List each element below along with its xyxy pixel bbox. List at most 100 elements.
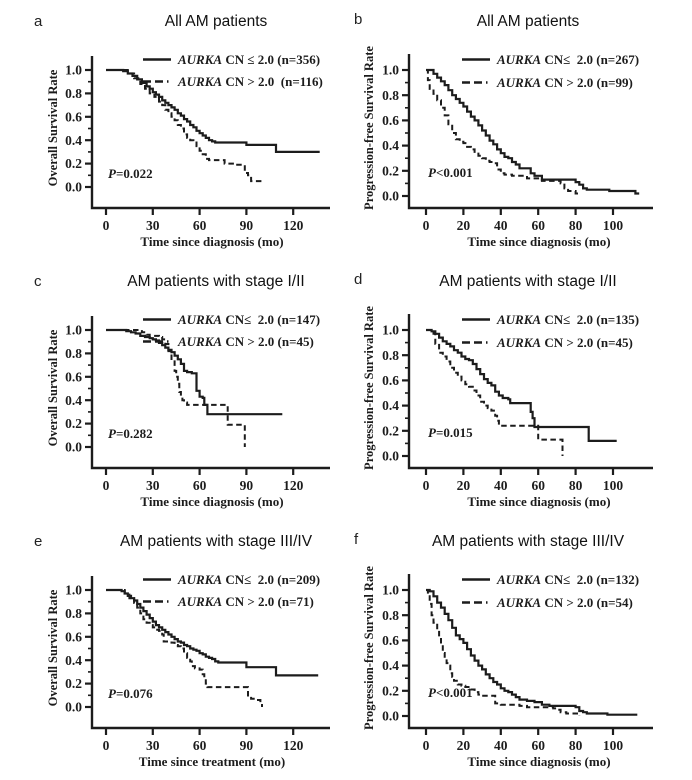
legend-entry-text: CN > 2.0 (n=99)	[541, 75, 633, 90]
legend-gene-name: AURKA	[496, 335, 541, 350]
km-curve-cn-high	[106, 589, 263, 707]
x-axis-label: Time since diagnosis (mo)	[140, 234, 283, 249]
x-tick-label: 90	[240, 738, 254, 753]
legend-gene-name: AURKA	[496, 572, 541, 587]
legend-entry: AURKA CN≤ 2.0 (n=135)	[496, 312, 639, 327]
x-tick-label: 0	[103, 218, 110, 233]
y-axis-label: Progression-free Survival Rate	[362, 46, 376, 210]
y-axis-label: Overall Survival Rate	[46, 589, 60, 706]
legend-gene-name: AURKA	[177, 52, 222, 67]
km-curve-cn-high	[426, 589, 581, 716]
x-tick-label: 60	[531, 218, 545, 233]
p-value-annotation: P<0.001	[428, 685, 473, 700]
x-tick-label: 80	[569, 478, 583, 493]
legend-gene-name: AURKA	[177, 74, 222, 89]
legend-gene-name: AURKA	[177, 594, 222, 609]
panel-letter: f	[354, 531, 359, 548]
y-axis-label: Overall Survival Rate	[46, 69, 60, 186]
p-symbol: P	[428, 685, 437, 700]
y-ticks: 1.0 0.8 0.6 0.4 0.2 0.0	[382, 323, 409, 464]
y-tick-label: 0.6	[65, 109, 82, 124]
legend-entry: AURKA CN > 2.0 (n=71)	[177, 594, 314, 609]
x-tick-label: 80	[569, 738, 583, 753]
y-ticks: 1.0 0.8 0.6 0.4 0.2 0.0	[382, 63, 409, 204]
x-tick-label: 60	[531, 738, 545, 753]
km-panel: d AM patients with stage I/II 0 20 40 60 80 100…	[354, 271, 653, 509]
legend-entry: AURKA CN≤ 2.0 (n=147)	[177, 312, 320, 327]
legend-entry-text: CN≤ 2.0 (n=267)	[541, 52, 639, 67]
km-curve-cn-high	[426, 329, 564, 456]
legend: AURKA CN ≤ 2.0 (n=356) AURKA CN > 2.0 (n=…	[143, 52, 323, 89]
x-tick-label: 0	[103, 738, 110, 753]
legend: AURKA CN≤ 2.0 (n=135)AURKA CN > 2.0 (n=4…	[462, 312, 639, 350]
y-axis-label: Overall Survival Rate	[46, 329, 60, 446]
legend-entry: AURKA CN > 2.0 (n=45)	[177, 334, 314, 349]
panel-title: AM patients with stage III/IV	[432, 533, 625, 550]
legend-gene-name: AURKA	[177, 334, 222, 349]
x-ticks: 0 30 60 90 120	[103, 728, 304, 753]
y-tick-label: 0.2	[382, 423, 399, 438]
panel-letter: d	[354, 271, 362, 288]
legend-entry: AURKA CN≤ 2.0 (n=132)	[496, 572, 639, 587]
p-value-text: <0.001	[436, 165, 473, 180]
x-tick-label: 40	[494, 478, 508, 493]
y-axis-label: Progression-free Survival Rate	[362, 306, 376, 470]
p-value-text: =0.022	[116, 166, 153, 181]
legend: AURKA CN≤ 2.0 (n=267) AURKA CN > 2.0 (n=9…	[462, 52, 639, 90]
x-axis-label: Time since diagnosis (mo)	[467, 234, 610, 249]
x-tick-label: 60	[193, 218, 207, 233]
x-tick-label: 120	[283, 218, 304, 233]
y-tick-label: 1.0	[382, 323, 399, 338]
p-value-annotation: P=0.015	[428, 425, 473, 440]
legend: AURKA CN≤ 2.0 (n=132)AURKA CN > 2.0 (n=5…	[462, 572, 639, 610]
legend-entry-text: CN > 2.0 (n=54)	[541, 595, 633, 610]
legend-entry: AURKA CN≤ 2.0 (n=267)	[496, 52, 639, 67]
legend-entry: AURKA CN > 2.0 (n=116)	[177, 74, 323, 89]
y-tick-label: 0.6	[382, 633, 399, 648]
legend-entry: AURKA CN > 2.0 (n=99)	[496, 75, 633, 90]
axes-spines	[90, 316, 330, 470]
x-tick-label: 90	[240, 478, 254, 493]
legend-entry: AURKA CN≤ 2.0 (n=209)	[177, 572, 320, 587]
y-tick-label: 0.0	[65, 180, 82, 195]
p-value-text: =0.015	[436, 425, 473, 440]
p-value-annotation: P=0.076	[108, 686, 153, 701]
y-axis-label: Progression-free Survival Rate	[362, 566, 376, 730]
y-tick-label: 0.8	[382, 348, 399, 363]
y-tick-label: 0.6	[65, 369, 82, 384]
y-tick-label: 0.0	[65, 440, 82, 455]
km-panel: e AM patients with stage III/IV 0 30 60 90 120…	[34, 533, 330, 769]
km-panel: a All AM patients 0 30 60 90 120 1.0 0.8 0.6 0.4 0.…	[34, 13, 330, 249]
y-tick-label: 1.0	[382, 583, 399, 598]
y-tick-label: 0.0	[382, 449, 399, 464]
x-tick-label: 90	[240, 218, 254, 233]
x-tick-label: 100	[603, 478, 624, 493]
y-tick-label: 1.0	[382, 63, 399, 78]
x-tick-label: 60	[193, 738, 207, 753]
km-curve-cn-low	[106, 588, 319, 677]
legend-entry-text: CN≤ 2.0 (n=135)	[541, 312, 639, 327]
panel-letter: b	[354, 11, 362, 28]
x-ticks: 0 30 60 90 120	[103, 468, 304, 493]
x-tick-label: 120	[283, 478, 304, 493]
legend-entry-text: CN > 2.0 (n=45)	[222, 334, 314, 349]
p-value-text: =0.076	[116, 686, 153, 701]
x-tick-label: 100	[603, 738, 624, 753]
panel-title: All AM patients	[477, 13, 580, 30]
y-tick-label: 0.6	[382, 373, 399, 388]
axes-spines	[90, 56, 330, 210]
km-curve-cn-low	[426, 328, 617, 442]
y-tick-label: 1.0	[65, 583, 82, 598]
y-tick-label: 0.2	[65, 416, 82, 431]
x-ticks: 0 30 60 90 120	[103, 208, 304, 233]
panel-title: AM patients with stage III/IV	[120, 533, 313, 550]
legend-gene-name: AURKA	[177, 312, 222, 327]
x-tick-label: 0	[423, 738, 430, 753]
legend-entry-text: CN ≤ 2.0 (n=356)	[222, 52, 320, 67]
x-ticks: 0 20 40 60 80 100	[423, 468, 624, 493]
p-symbol: P	[428, 165, 437, 180]
p-symbol: P	[428, 425, 437, 440]
km-panel: f AM patients with stage III/IV 0 20 40 60 80 1…	[354, 531, 653, 769]
axes-spines	[407, 54, 653, 210]
